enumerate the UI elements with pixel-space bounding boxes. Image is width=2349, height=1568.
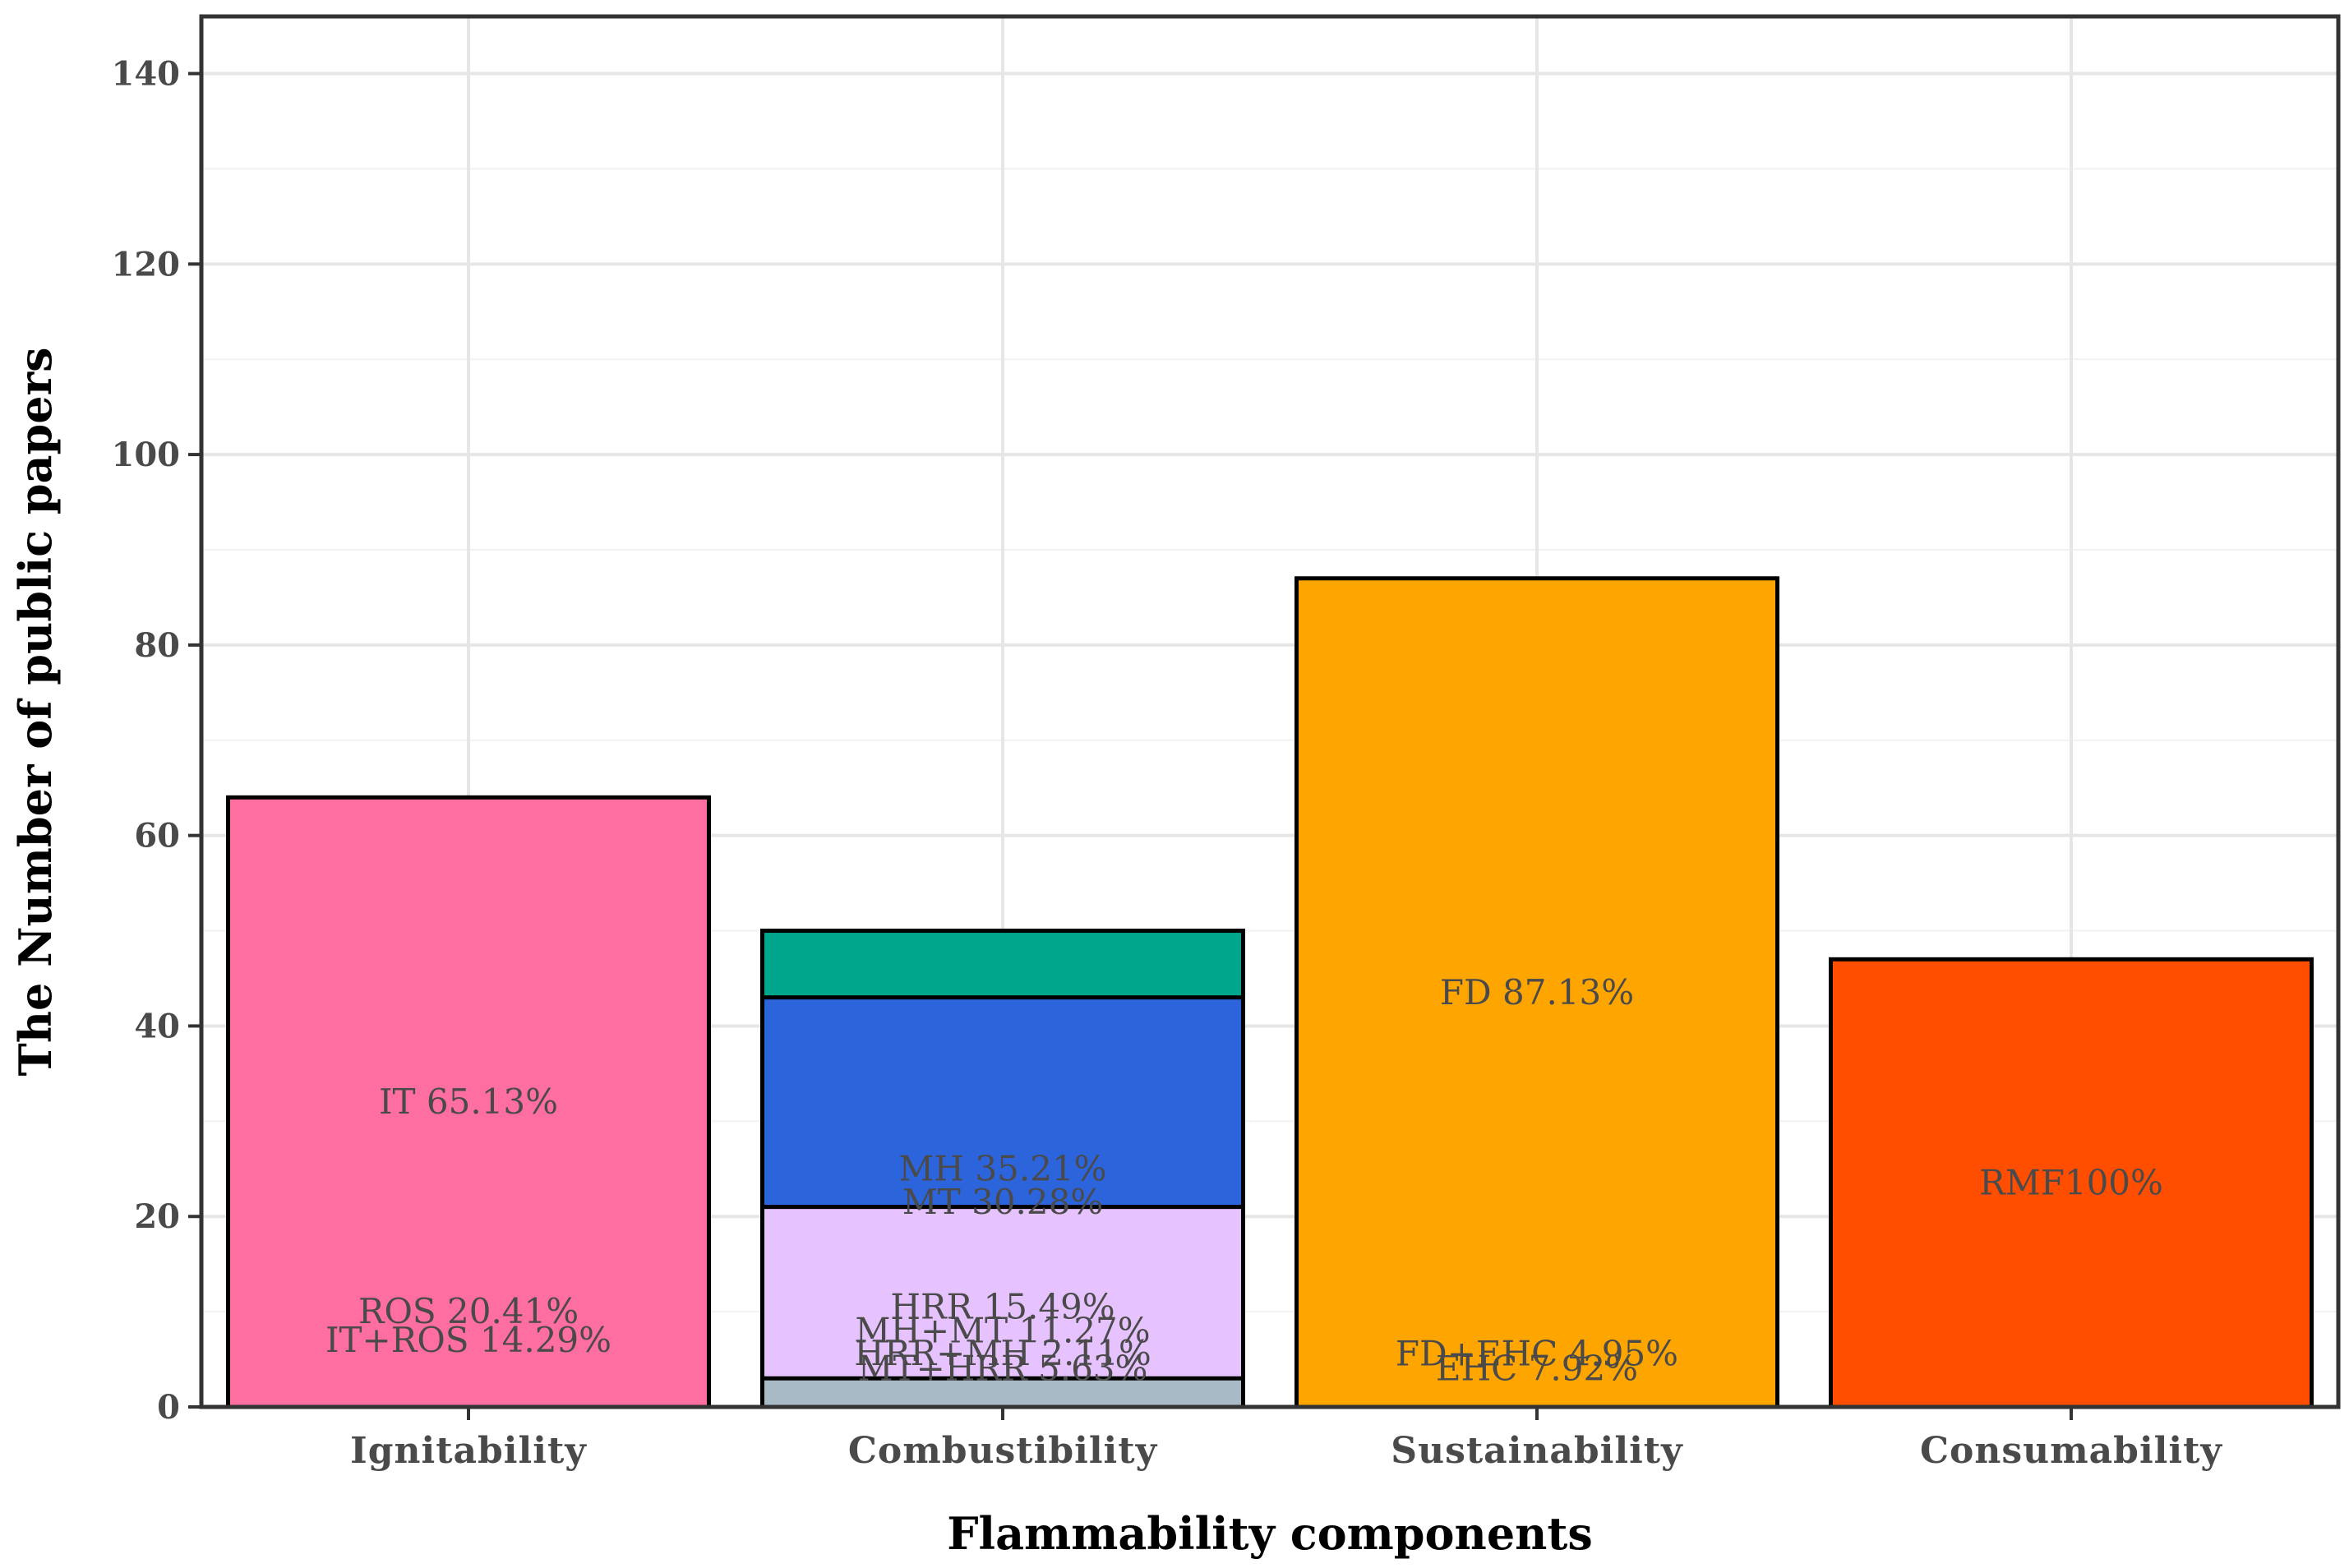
bar-segment-fd (1294, 576, 1779, 1409)
bar-segment-hrr-mh (760, 1376, 1245, 1409)
bars (226, 576, 2314, 1409)
bar-segment-label: HRR+MH 2.11% (854, 1333, 1151, 1373)
bar-segment-label: IT 65.13% (379, 1081, 558, 1122)
bar-segment-it (226, 795, 711, 1409)
plot-panel-border (199, 14, 2341, 1409)
bar-segment-label: ROS 20.41% (358, 1291, 579, 1331)
y-tick-label: 120 (112, 245, 181, 284)
x-tick-label-combustibility: Combustibility (848, 1430, 1158, 1472)
y-axis-title: The Number of public papers (9, 348, 62, 1077)
bar-segment-label: MH 35.21% (898, 1148, 1106, 1188)
y-tick-label: 100 (112, 436, 181, 474)
y-tick-label: 60 (134, 817, 180, 855)
x-axis-ticks: Ignitability Combustibility Sustainability… (350, 1407, 2222, 1472)
y-tick-label: 0 (157, 1388, 180, 1427)
y-tick-label: 80 (134, 626, 180, 665)
x-tick-label-consumability: Consumability (1920, 1430, 2222, 1472)
x-tick-label-ignitability: Ignitability (350, 1430, 587, 1472)
bar-segment-label: IT+ROS 14.29% (325, 1320, 611, 1360)
bar-segment-label: MH+MT 11.27% (855, 1310, 1150, 1350)
bar-segment-hrr (760, 1205, 1245, 1409)
bar-segment-label: HRR 15.49% (890, 1286, 1115, 1326)
x-tick-label-sustainability: Sustainability (1391, 1430, 1683, 1472)
bar-segment-label: MT+HRR 5.63% (858, 1349, 1148, 1389)
bar-segment-label: FD 87.13% (1440, 972, 1634, 1012)
bar-segment-label: EHC 7.92% (1436, 1349, 1638, 1389)
y-tick-label: 40 (134, 1007, 180, 1045)
y-axis-ticks: 0 20 40 60 80 100 120 140 (112, 55, 201, 1427)
bar-segment-label: FD+EHC 4.95% (1396, 1334, 1678, 1374)
bar-segment-label: MT 30.28% (902, 1182, 1104, 1222)
bar-segment-rmf (1829, 957, 2314, 1409)
segment-labels: ROS 20.41%IT+ROS 14.29% IT 65.13% MH 35.21… (325, 972, 2163, 1389)
y-tick-label: 140 (112, 55, 181, 94)
bar-segment-label: RMF100% (1979, 1163, 2163, 1203)
y-tick-label: 20 (134, 1197, 180, 1236)
x-axis-title: Flammability components (947, 1507, 1593, 1560)
